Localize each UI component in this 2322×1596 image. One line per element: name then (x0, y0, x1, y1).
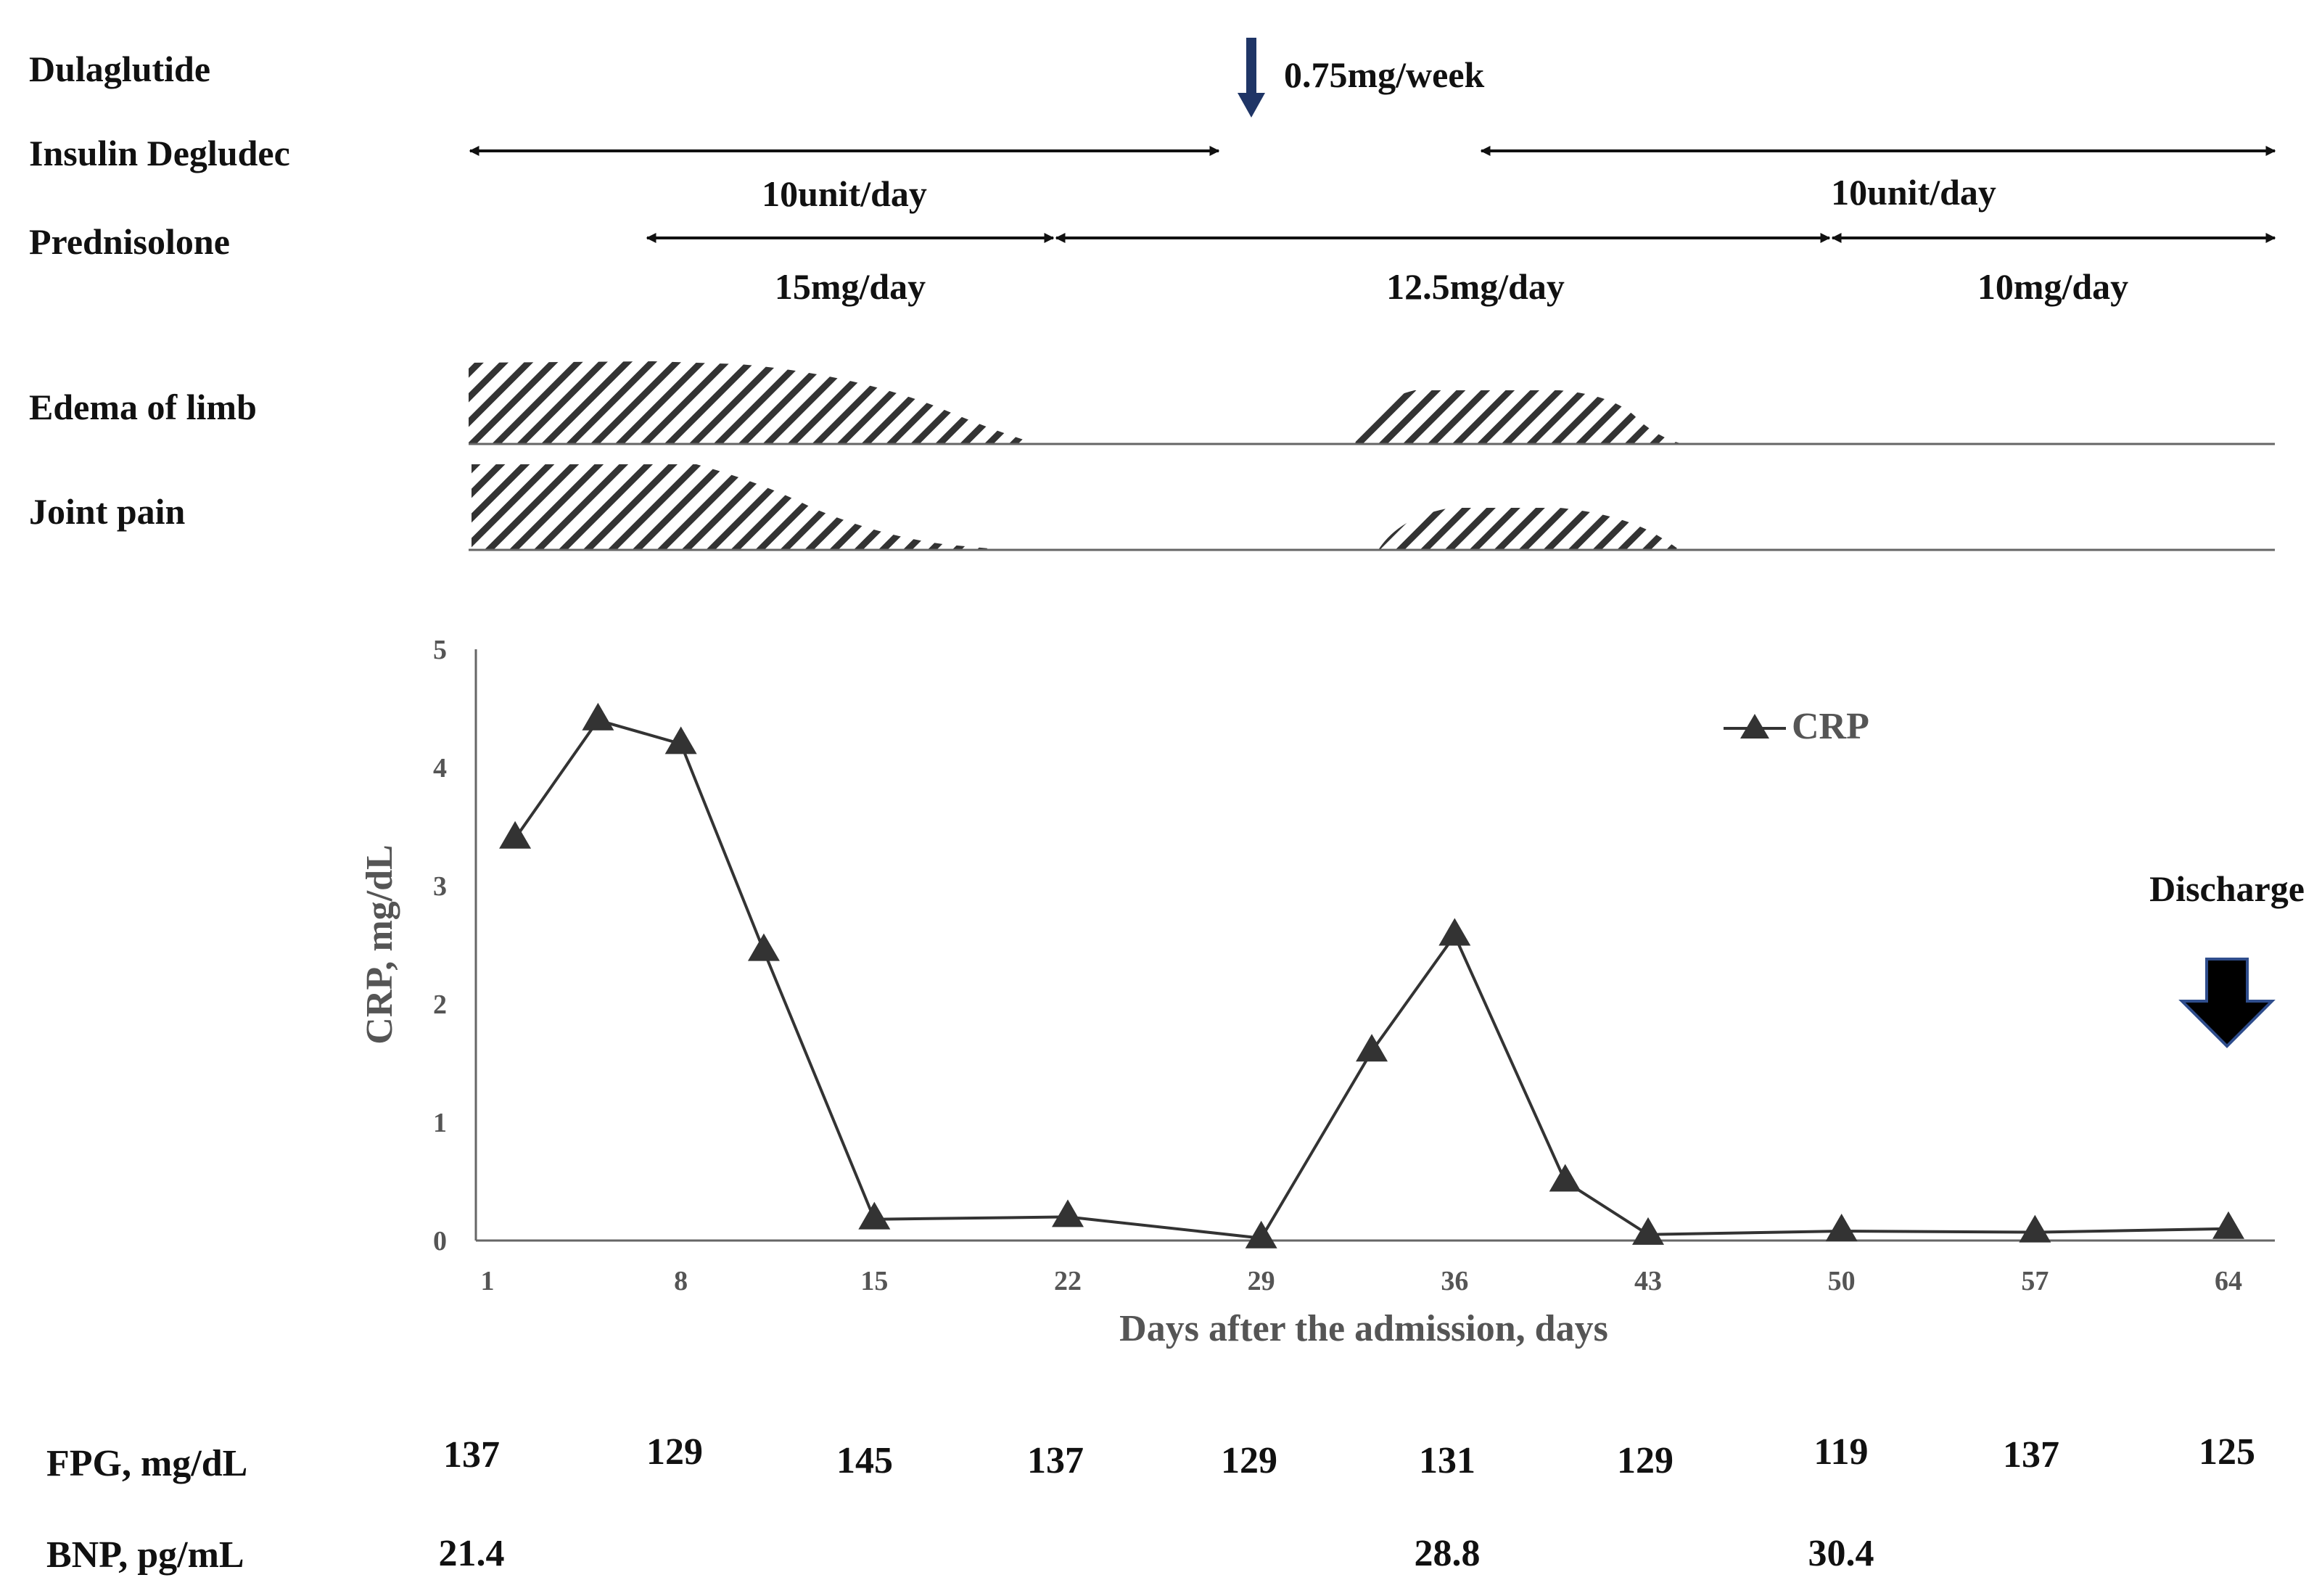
y-axis-title: CRP, mg/dL (359, 844, 400, 1044)
fpg-label: FPG, mg/dL (46, 1443, 247, 1484)
x-tick-label: 50 (1828, 1266, 1856, 1296)
y-tick-label: 3 (433, 871, 447, 902)
y-tick-label: 0 (433, 1226, 447, 1256)
fpg-value: 119 (1813, 1431, 1868, 1473)
crp-chart: 0 1 2 3 4 5 1 8 15 22 29 36 43 50 57 64 CRP, mg/dL Day… (359, 635, 2305, 1349)
x-tick-label: 8 (674, 1266, 688, 1296)
dulaglutide-dose: 0.75mg/week (1284, 54, 1485, 95)
insulin-period-1-dose: 10unit/day (762, 173, 927, 214)
insulin-degludec-label: Insulin Degludec (29, 133, 290, 173)
discharge-arrow-icon (2178, 958, 2276, 1048)
x-tick-label: 43 (1634, 1266, 1662, 1296)
crp-data-point (1549, 1164, 1581, 1192)
x-tick-label: 1 (481, 1266, 495, 1296)
y-tick-label: 2 (433, 990, 447, 1020)
discharge-label: Discharge (2149, 868, 2305, 909)
fpg-row: 137 129 145 137 129 131 129 119 137 125 (443, 1431, 2255, 1481)
prednisolone-period-3-dose: 10mg/day (1977, 266, 2128, 307)
joint-pain-band (469, 464, 2275, 551)
edema-label: Edema of limb (29, 387, 257, 427)
bnp-value: 30.4 (1808, 1533, 1874, 1574)
legend-marker (1740, 714, 1769, 739)
crp-data-point (1245, 1220, 1277, 1249)
bnp-row: 21.4 28.8 30.4 (439, 1533, 1874, 1574)
crp-data-point (1356, 1034, 1388, 1062)
dulaglutide-arrow (1238, 38, 1265, 118)
x-tick-label: 64 (2215, 1266, 2242, 1296)
crp-data-point (858, 1201, 891, 1230)
legend-label: CRP (1792, 706, 1869, 747)
x-tick-label: 29 (1248, 1266, 1275, 1296)
fpg-value: 137 (2003, 1434, 2059, 1476)
crp-data-point (582, 702, 614, 731)
y-tick-label: 5 (433, 635, 447, 665)
y-tick-label: 4 (433, 753, 447, 783)
dulaglutide-label: Dulaglutide (29, 49, 210, 89)
bnp-label: BNP, pg/mL (46, 1534, 244, 1576)
fpg-value: 137 (443, 1434, 500, 1476)
y-tick-label: 1 (433, 1108, 447, 1138)
legend: CRP (1724, 706, 1869, 747)
fpg-value: 129 (646, 1431, 703, 1473)
bnp-value: 28.8 (1415, 1533, 1481, 1574)
fpg-value: 131 (1419, 1440, 1475, 1481)
crp-data-point (1825, 1213, 1858, 1241)
crp-data-point (2212, 1211, 2244, 1239)
crp-data-point (747, 933, 780, 961)
bnp-value: 21.4 (439, 1533, 505, 1574)
fpg-value: 137 (1027, 1440, 1084, 1481)
x-axis-title: Days after the admission, days (1119, 1308, 1608, 1349)
fpg-value: 145 (836, 1440, 893, 1481)
prednisolone-label: Prednisolone (29, 221, 230, 262)
crp-data-point (1052, 1199, 1084, 1227)
x-tick-label: 15 (860, 1266, 888, 1296)
x-tick-label: 36 (1441, 1266, 1468, 1296)
crp-data-point (1632, 1217, 1664, 1245)
crp-data-point (664, 726, 697, 754)
fpg-value: 129 (1617, 1440, 1673, 1481)
prednisolone-period-2-dose: 12.5mg/day (1386, 266, 1565, 307)
edema-band (469, 361, 2275, 445)
crp-data-point (1438, 918, 1471, 946)
crp-data-point (499, 820, 532, 849)
crp-data-point (2019, 1214, 2051, 1243)
fpg-value: 129 (1221, 1440, 1277, 1481)
joint-pain-label: Joint pain (29, 491, 186, 532)
insulin-period-2-dose: 10unit/day (1831, 172, 1996, 213)
crp-series-line (514, 718, 2229, 1240)
x-tick-label: 22 (1054, 1266, 1082, 1296)
x-tick-label: 57 (2021, 1266, 2049, 1296)
fpg-value: 125 (2199, 1431, 2255, 1473)
prednisolone-period-1-dose: 15mg/day (775, 266, 926, 307)
